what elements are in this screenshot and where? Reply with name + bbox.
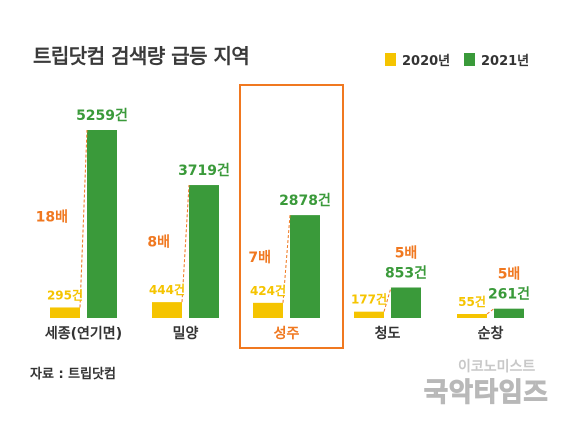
connector-세종-연기면 — [79, 129, 88, 308]
multiplier-세종-연기면: 18배 — [36, 210, 68, 226]
label-2020-성주: 424건 — [250, 283, 286, 298]
watermark-economist: 이코노미스트 — [458, 359, 536, 375]
multiplier-순창: 5배 — [498, 267, 521, 283]
multiplier-성주: 7배 — [248, 250, 271, 266]
label-2021-순창: 261건 — [488, 286, 530, 303]
label-2021-밀양: 3719건 — [178, 162, 230, 179]
bar-2021-밀양 — [189, 185, 219, 318]
bar-2020-순창 — [457, 314, 487, 318]
source-note: 자료 : 트립닷컴 — [30, 367, 117, 382]
bar-2021-성주 — [290, 215, 320, 318]
legend-label-2020: 2020년 — [402, 54, 451, 69]
bar-2020-성주 — [253, 302, 283, 318]
label-2021-성주: 2878건 — [279, 192, 331, 209]
bar-2020-밀양 — [152, 302, 182, 318]
label-2020-순창: 55건 — [458, 294, 486, 309]
category-순창: 순창 — [478, 325, 504, 342]
legend-item-2021: 2021년 — [464, 50, 529, 69]
bar-2021-순창 — [494, 308, 524, 318]
bar-2021-청도 — [391, 287, 421, 318]
category-밀양: 밀양 — [173, 326, 199, 342]
connector-밀양 — [181, 185, 190, 303]
highlight-box — [239, 84, 344, 349]
connector-순창 — [486, 308, 495, 315]
legend-item-2020: 2020년 — [385, 50, 450, 69]
label-2021-세종-연기면: 5259건 — [76, 107, 128, 124]
legend-swatch-2020 — [385, 53, 396, 66]
multiplier-청도: 5배 — [395, 246, 418, 262]
label-2020-청도: 177건 — [351, 292, 387, 307]
label-2020-밀양: 444건 — [149, 282, 185, 297]
bar-2020-세종-연기면 — [50, 307, 80, 318]
category-청도: 청도 — [375, 326, 401, 342]
bar-2020-청도 — [354, 311, 384, 318]
chart-title: 트립닷컴 검색량 급등 지역 — [33, 44, 250, 68]
multiplier-밀양: 8배 — [147, 235, 170, 251]
category-성주: 성주 — [274, 326, 300, 342]
connector-청도 — [383, 287, 392, 312]
bar-2021-세종-연기면 — [87, 130, 117, 318]
legend-swatch-2021 — [464, 53, 475, 66]
legend-label-2021: 2021년 — [481, 54, 530, 69]
watermark-logo: 국악타임즈 — [423, 377, 549, 408]
category-세종-연기면: 세종(연기면) — [45, 325, 122, 342]
label-2021-청도: 853건 — [385, 265, 427, 282]
label-2020-세종-연기면: 295건 — [47, 287, 83, 302]
